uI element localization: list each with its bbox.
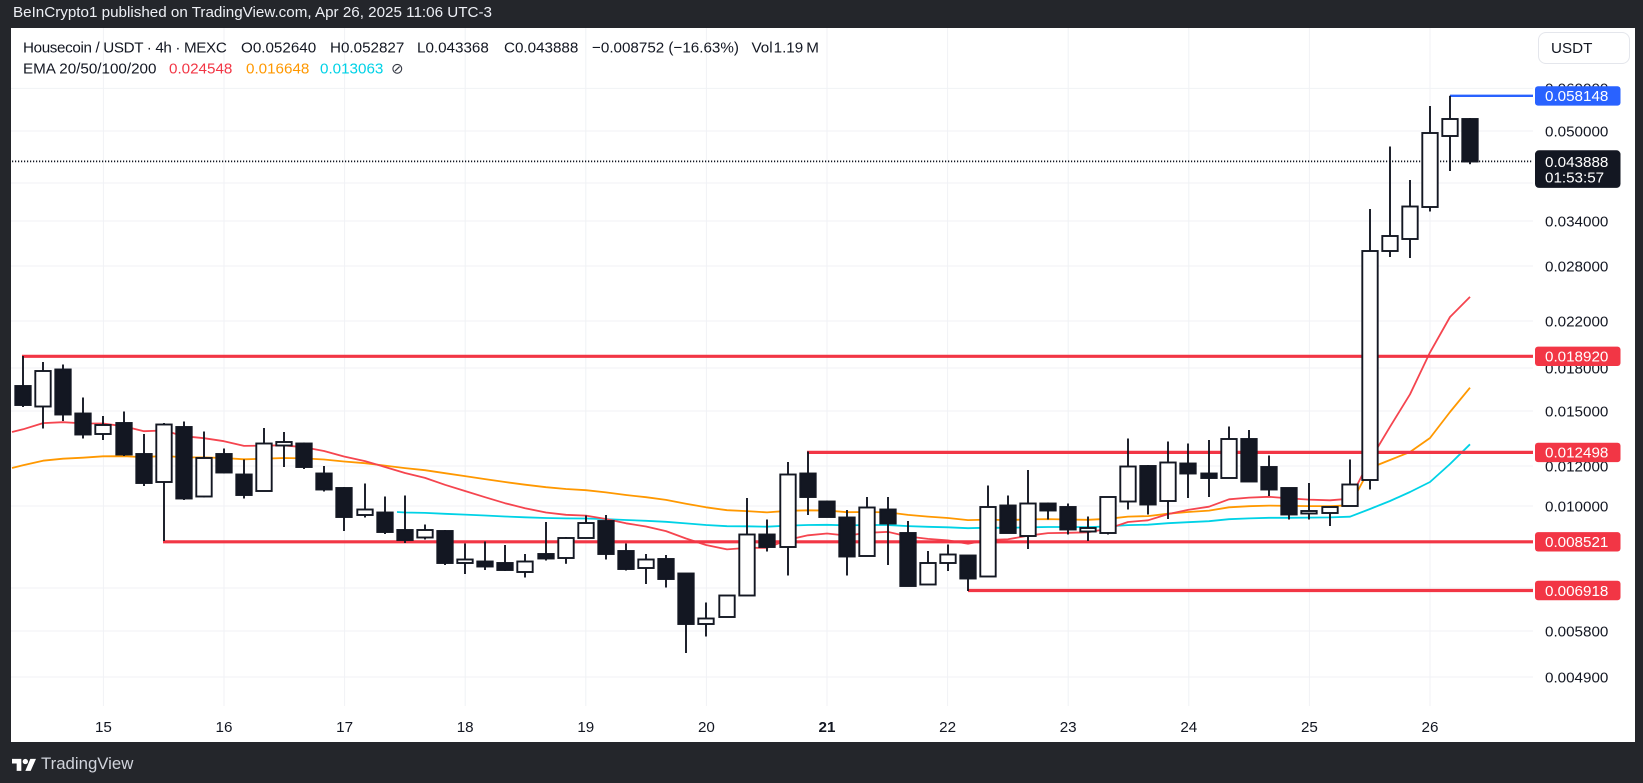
svg-text:18: 18 <box>457 719 474 736</box>
svg-text:0.006918: 0.006918 <box>1545 583 1608 600</box>
svg-text:0.034000: 0.034000 <box>1545 213 1608 230</box>
svg-text:19: 19 <box>577 719 594 736</box>
svg-text:Vol1.19M: Vol1.19 M <box>752 39 819 56</box>
svg-text:L0.043368: L0.043368 <box>417 39 489 56</box>
svg-text:17: 17 <box>336 719 353 736</box>
svg-text:0.022000: 0.022000 <box>1545 313 1608 330</box>
svg-text:0.028000: 0.028000 <box>1545 258 1608 275</box>
svg-text:0.050000: 0.050000 <box>1545 123 1608 140</box>
svg-text:0.004900: 0.004900 <box>1545 669 1608 686</box>
svg-text:22: 22 <box>939 719 956 736</box>
svg-text:−0.008752 (−16.63%): −0.008752 (−16.63%) <box>592 39 739 56</box>
svg-text:0.018920: 0.018920 <box>1545 349 1608 366</box>
svg-text:O0.052640: O0.052640 <box>241 39 316 56</box>
svg-text:C0.043888: C0.043888 <box>504 39 578 56</box>
svg-text:0.012000: 0.012000 <box>1545 458 1608 475</box>
svg-text:0.013063: 0.013063 <box>320 60 383 77</box>
svg-text:0.012498: 0.012498 <box>1545 445 1608 462</box>
svg-text:Housecoin / USDT · 4h · MEXC: Housecoin / USDT · 4h · MEXC <box>23 39 227 56</box>
svg-text:23: 23 <box>1060 719 1077 736</box>
svg-text:0.010000: 0.010000 <box>1545 498 1608 515</box>
svg-text:⊘: ⊘ <box>391 60 404 77</box>
svg-text:0.024548: 0.024548 <box>169 60 232 77</box>
svg-text:0.058148: 0.058148 <box>1545 88 1608 105</box>
svg-text:H0.052827: H0.052827 <box>330 39 404 56</box>
svg-text:0.016648: 0.016648 <box>246 60 309 77</box>
svg-text:0.005800: 0.005800 <box>1545 623 1608 640</box>
svg-text:01:53:57: 01:53:57 <box>1545 170 1604 187</box>
svg-text:16: 16 <box>216 719 233 736</box>
svg-text:24: 24 <box>1180 719 1197 736</box>
svg-text:20: 20 <box>698 719 715 736</box>
svg-text:15: 15 <box>95 719 112 736</box>
svg-text:0.043888: 0.043888 <box>1545 154 1608 171</box>
svg-text:21: 21 <box>819 719 836 736</box>
svg-text:25: 25 <box>1301 719 1318 736</box>
svg-text:26: 26 <box>1422 719 1439 736</box>
svg-text:EMA 20/50/100/200: EMA 20/50/100/200 <box>23 60 156 77</box>
svg-text:0.008521: 0.008521 <box>1545 534 1608 551</box>
svg-text:0.015000: 0.015000 <box>1545 403 1608 420</box>
